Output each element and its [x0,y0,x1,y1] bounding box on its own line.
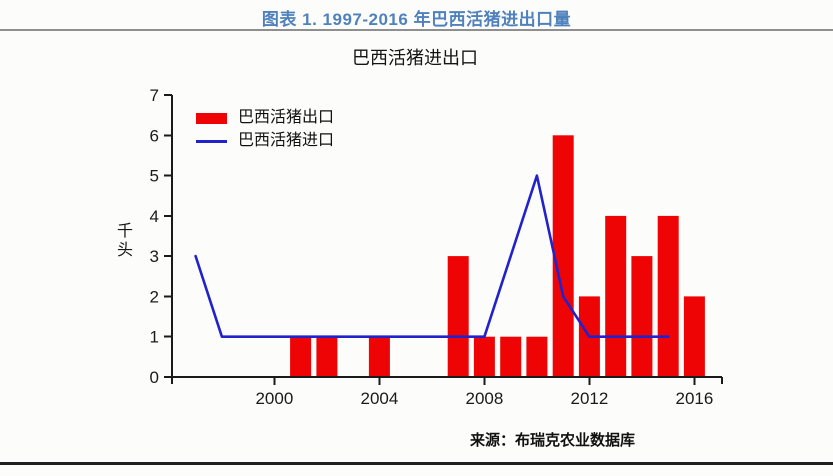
export-bar [447,256,469,377]
chart-plot-area: 0 1 2 3 4 5 6 7 2000 2004 2008 2012 2016 [150,86,723,408]
legend-item-import: 巴西活猪进口 [196,131,334,151]
export-bar [500,336,522,377]
chart-legend: 巴西活猪出口 巴西活猪进口 [196,108,334,151]
top-divider [0,29,833,31]
x-tick-label: 2008 [465,389,503,408]
x-tick-label: 2004 [360,389,398,408]
x-tick-label: 2012 [571,389,609,408]
export-bar [657,215,679,377]
export-bar [290,336,312,377]
export-bar [552,135,574,377]
import-series-swatch [196,139,227,143]
export-bar [316,336,338,377]
bottom-divider [0,462,833,465]
x-tick-label: 2016 [676,389,714,408]
y-axis-title: 千头 [114,222,131,260]
y-tick-label: 6 [150,126,159,145]
page-title: 图表 1. 1997-2016 年巴西活猪进出口量 [261,10,572,29]
y-tick-label: 5 [150,167,159,186]
export-series-swatch [196,112,227,124]
export-bar [683,296,705,377]
y-tick-label: 2 [150,287,159,306]
export-bar [473,336,495,377]
y-tick-label: 7 [150,86,159,105]
legend-item-export: 巴西活猪出口 [196,108,334,128]
y-tick-label: 4 [150,207,159,226]
export-bar [368,336,390,377]
y-tick-label: 0 [150,368,159,387]
export-bar [631,256,653,377]
x-tick-label: 2000 [255,389,293,408]
legend-label-export: 巴西活猪出口 [238,109,335,126]
y-tick-label: 3 [150,247,159,266]
legend-label-import: 巴西活猪进口 [238,132,335,149]
import-line [194,174,670,338]
chart-title: 巴西活猪进出口 [352,48,478,68]
export-bar [526,336,548,377]
y-tick-label: 1 [150,328,159,347]
source-note: 来源：布瑞克农业数据库 [470,432,636,449]
export-bar [605,215,627,377]
